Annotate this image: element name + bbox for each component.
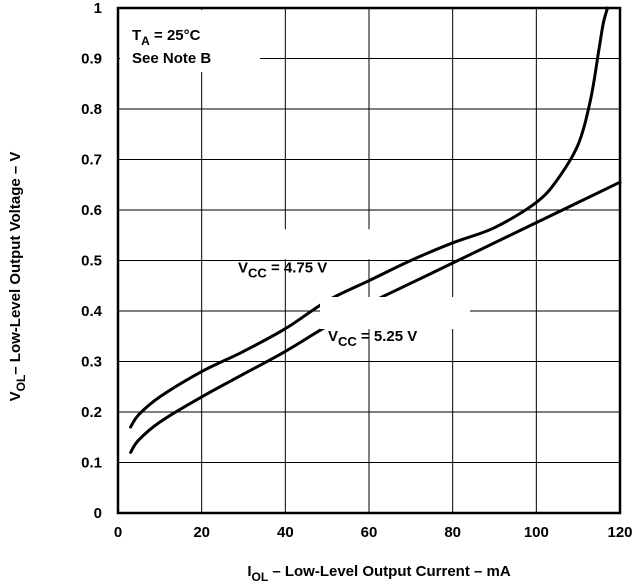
y-tick-label: 0.9 [81, 51, 102, 68]
y-tick-label: 0.6 [81, 202, 102, 219]
x-tick-label: 40 [277, 524, 294, 541]
note-annotation: See Note B [132, 50, 211, 67]
y-tick-labels: 0 0.1 0.2 0.3 0.4 0.5 0.6 0.7 0.8 0.9 1 [81, 0, 103, 522]
y-tick-label: 1 [94, 0, 102, 17]
y-tick-label: 0.3 [81, 354, 102, 371]
series-label-background-4-75 [226, 229, 401, 260]
y-tick-label: 0 [94, 505, 102, 522]
y-axis-title: VOL– Low-Level Output Voltage – V [7, 152, 28, 402]
x-tick-label: 20 [193, 524, 210, 541]
curve-vcc-4-75 [129, 6, 609, 429]
series-label-vcc-4-75: VCC = 4.75 V [238, 260, 327, 281]
x-tick-label: 120 [607, 524, 632, 541]
x-tick-label: 80 [444, 524, 461, 541]
y-tick-label: 0.7 [81, 152, 102, 169]
x-tick-label: 60 [361, 524, 378, 541]
x-tick-label: 0 [114, 524, 122, 541]
y-tick-label: 0.5 [81, 253, 102, 270]
y-tick-label: 0.4 [81, 303, 103, 320]
series-label-background-5-25 [320, 297, 470, 329]
plot-frame [116, 6, 622, 515]
grid-lines [118, 8, 620, 513]
series-label-vcc-5-25: VCC = 5.25 V [328, 328, 417, 349]
y-tick-label: 0.2 [81, 404, 102, 421]
x-tick-label: 100 [524, 524, 549, 541]
x-axis-title: IOL – Low-Level Output Current – mA [247, 563, 511, 581]
y-tick-label: 0.8 [81, 101, 102, 118]
y-tick-label: 0.1 [81, 455, 102, 472]
temperature-annotation: TA = 25°C [132, 27, 201, 48]
x-tick-labels: 0 20 40 60 80 100 120 [114, 524, 633, 541]
annotation-background [120, 10, 260, 72]
